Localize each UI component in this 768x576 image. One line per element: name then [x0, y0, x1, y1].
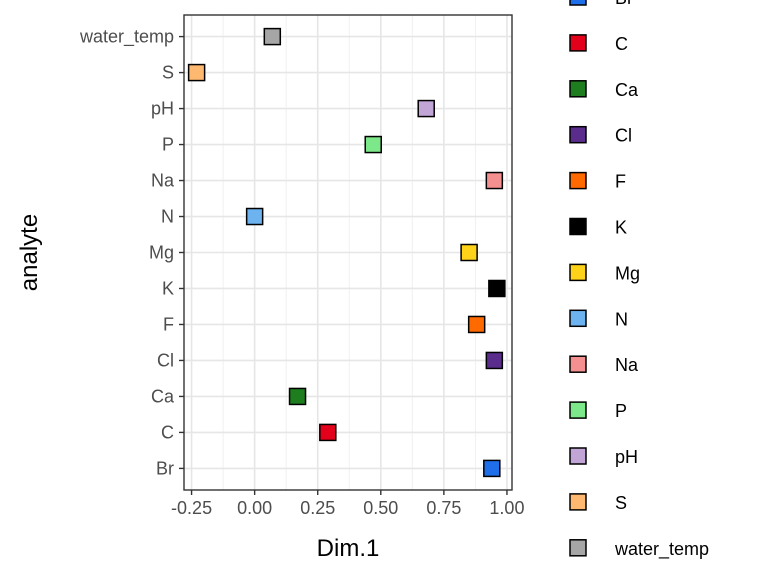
legend-key — [569, 0, 587, 6]
legend-key — [569, 309, 587, 328]
legend-label: Na — [615, 355, 639, 375]
x-tick-label: 0.25 — [300, 498, 335, 518]
data-point-p — [364, 135, 382, 154]
y-tick-label: Mg — [149, 243, 174, 263]
x-tick-label: 0.00 — [237, 498, 272, 518]
x-axis-title: Dim.1 — [317, 535, 380, 562]
data-point-br — [483, 459, 501, 478]
legend-label: N — [615, 309, 628, 329]
legend-key — [569, 171, 587, 190]
data-point-k — [488, 279, 506, 298]
y-tick-label: S — [162, 63, 174, 83]
x-tick-label: -0.25 — [171, 498, 212, 518]
y-axis-title: analyte — [16, 214, 43, 291]
legend-key — [569, 263, 587, 282]
y-tick-label: F — [163, 314, 174, 334]
data-points — [187, 27, 506, 478]
legend-key — [569, 493, 587, 511]
legend-label: Ca — [615, 80, 639, 100]
grid — [184, 15, 512, 490]
legend-key — [569, 217, 587, 236]
y-tick-label: C — [161, 422, 174, 442]
legend-label: K — [615, 218, 627, 238]
legend-label: Br — [615, 0, 633, 8]
y-tick-label: P — [162, 135, 174, 155]
x-tick-label: 0.50 — [363, 498, 398, 518]
y-tick-label: Br — [156, 458, 174, 478]
data-point-c — [319, 423, 337, 442]
axes: -0.25 0.00 0.25 0.50 0.75 1.00 Br C Ca Cl FK Mg N Na P… — [79, 27, 525, 518]
legend-label: water_temp — [614, 539, 709, 560]
data-point-na — [485, 171, 504, 190]
legend-key — [569, 401, 587, 419]
data-point-n — [245, 207, 264, 226]
y-tick-label: Na — [151, 171, 175, 191]
legend-label: pH — [615, 447, 638, 467]
legend-key — [569, 34, 587, 52]
y-tick-label: water_temp — [79, 27, 174, 48]
y-tick-label: Cl — [157, 350, 174, 370]
data-point-f — [467, 315, 486, 334]
data-point-mg — [460, 243, 478, 262]
legend-key — [569, 355, 587, 373]
y-tick-label: Ca — [151, 386, 175, 406]
data-point-cl — [485, 351, 504, 370]
y-tick-label: N — [161, 207, 174, 227]
legend-key — [569, 80, 587, 98]
legend-key — [569, 125, 587, 144]
legend-key — [569, 447, 587, 465]
y-tick-label: pH — [151, 99, 174, 119]
legend-key — [569, 539, 587, 557]
data-point-s — [187, 63, 206, 82]
data-point-water-temp — [263, 27, 282, 46]
legend-label: Cl — [615, 126, 632, 146]
y-tick-label: K — [162, 278, 174, 298]
data-point-ph — [417, 99, 435, 118]
legend-label: S — [615, 493, 627, 513]
legend-label: F — [615, 172, 626, 192]
legend-label: C — [615, 34, 628, 54]
x-tick-label: 0.75 — [426, 498, 461, 518]
legend-label: P — [615, 401, 627, 421]
data-point-ca — [288, 387, 307, 406]
legend-label: Mg — [615, 263, 640, 283]
x-tick-label: 1.00 — [489, 498, 524, 518]
